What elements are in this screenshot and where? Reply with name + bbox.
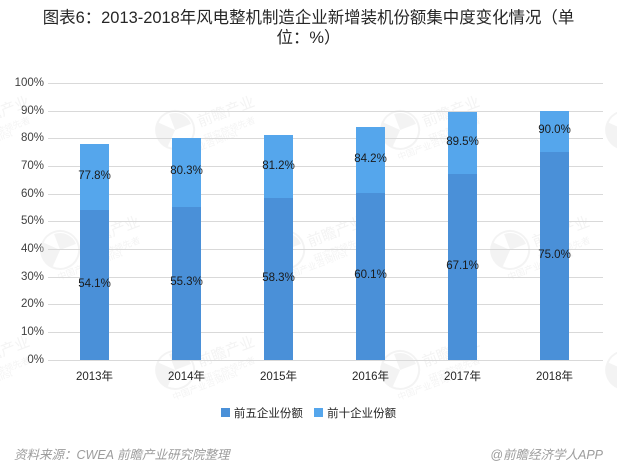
- svg-text:前瞻产业: 前瞻产业: [195, 93, 257, 130]
- svg-text:前瞻产业: 前瞻产业: [195, 333, 257, 370]
- svg-text:中国产业咨询first: 中国产业咨询first: [0, 367, 14, 400]
- svg-text:研究院领先者: 研究院领先者: [202, 114, 256, 144]
